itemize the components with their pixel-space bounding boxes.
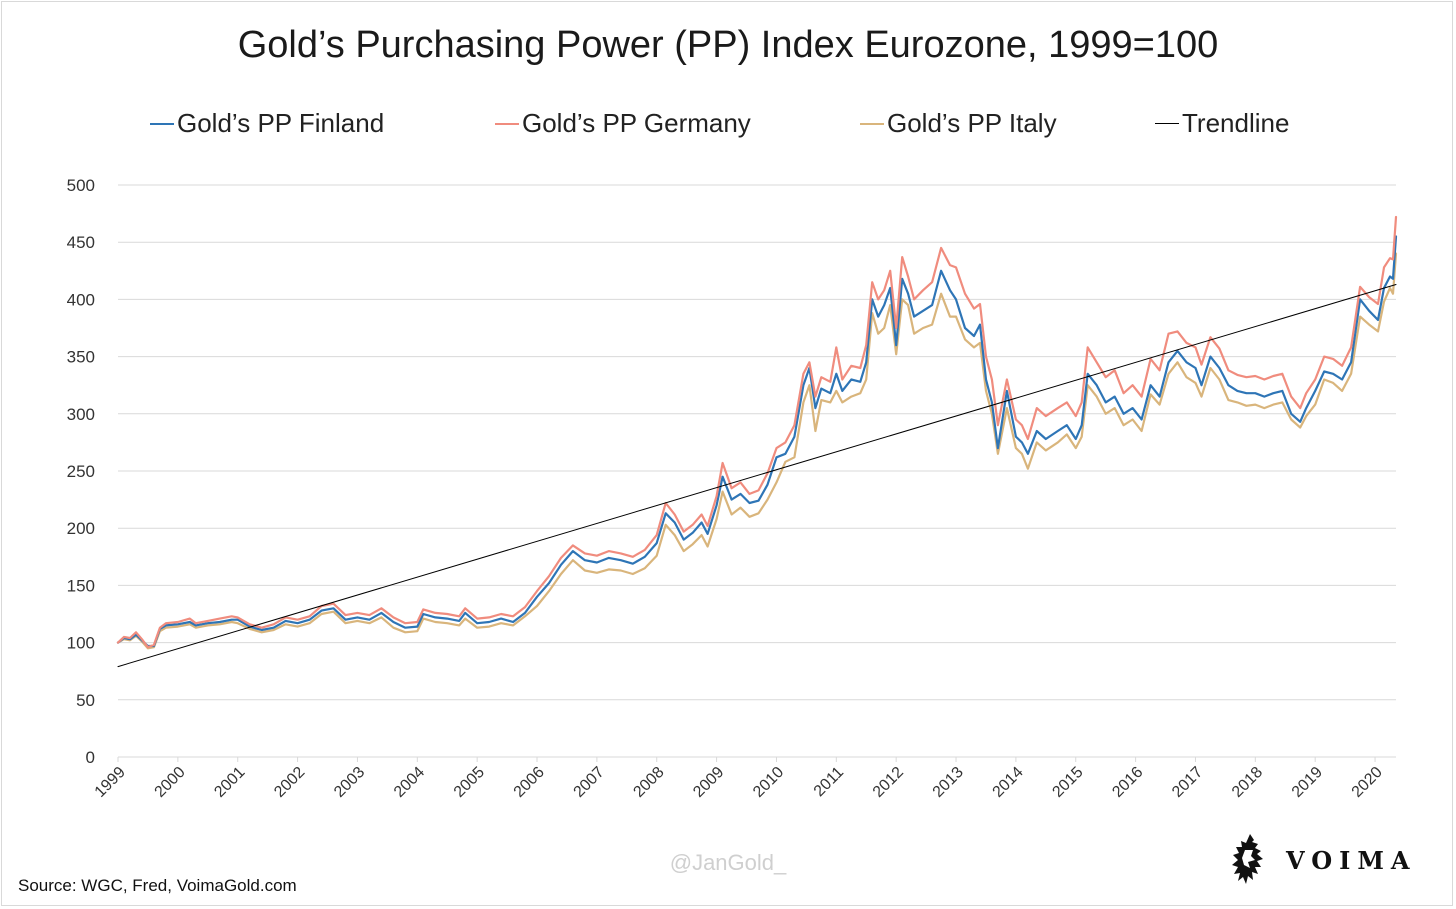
x-tick-label-2010: 2010: [750, 764, 787, 801]
chart-legend: Gold’s PP Finland Gold’s PP Germany Gold…: [0, 108, 1456, 142]
gridlines: [118, 184, 1396, 758]
x-axis-ticks: 1999 2000 2001 2002 2003 2004 2005 2006 2007 2008…: [92, 757, 1386, 801]
x-tick-label-2014: 2014: [990, 764, 1027, 801]
series-lines: [116, 215, 1398, 668]
x-tick-label-2009: 2009: [690, 764, 727, 801]
x-tick-label-2006: 2006: [511, 764, 548, 801]
x-tick-label-2015: 2015: [1049, 764, 1086, 801]
logo-text: VOIMA: [1286, 845, 1417, 875]
legend-swatch-italy: [860, 122, 884, 125]
y-tick-label-400: 400: [67, 290, 95, 309]
legend-swatch-germany: [495, 122, 519, 125]
x-tick-label-1999: 1999: [92, 764, 129, 801]
legend-item-trendline[interactable]: Trendline: [1155, 108, 1289, 139]
x-tick-label-2004: 2004: [391, 764, 428, 801]
x-tick-label-2013: 2013: [930, 764, 967, 801]
y-tick-label-0: 0: [86, 748, 95, 767]
lion-emblem-icon: [1232, 834, 1263, 884]
x-tick-label-2008: 2008: [630, 764, 667, 801]
legend-label-trendline: Trendline: [1182, 108, 1290, 138]
legend-label-finland: Gold’s PP Finland: [177, 108, 385, 138]
legend-swatch-finland: [150, 122, 174, 125]
x-tick-label-2019: 2019: [1289, 764, 1326, 801]
series-line-trend: [117, 284, 1397, 668]
y-tick-label-500: 500: [67, 176, 95, 195]
legend-swatch-trendline: [1155, 123, 1179, 124]
source-note: Source: WGC, Fred, VoimaGold.com: [18, 876, 297, 895]
watermark: @JanGold_: [669, 850, 787, 875]
legend-label-germany: Gold’s PP Germany: [522, 108, 751, 138]
y-tick-label-150: 150: [67, 576, 95, 595]
x-tick-label-2005: 2005: [451, 764, 488, 801]
y-tick-label-350: 350: [67, 348, 95, 367]
y-tick-label-300: 300: [67, 405, 95, 424]
x-tick-label-2002: 2002: [271, 764, 308, 801]
chart-title: Gold’s Purchasing Power (PP) Index Euroz…: [237, 24, 1219, 66]
voima-logo: VOIMA: [1228, 832, 1417, 888]
x-tick-label-2020: 2020: [1349, 764, 1386, 801]
legend-item-italy[interactable]: Gold’s PP Italy: [860, 108, 1057, 139]
y-axis-ticks: 0 50 100 150 200 250 300 350 400 450 500: [67, 176, 95, 767]
legend-item-finland[interactable]: Gold’s PP Finland: [150, 108, 384, 139]
y-tick-label-100: 100: [67, 634, 95, 653]
series-line-finland: [116, 235, 1398, 648]
x-tick-label-2017: 2017: [1169, 764, 1206, 801]
series-line-germany: [116, 215, 1398, 649]
x-tick-label-2007: 2007: [571, 764, 608, 801]
x-tick-label-2001: 2001: [211, 764, 248, 801]
y-tick-label-250: 250: [67, 462, 95, 481]
legend-item-germany[interactable]: Gold’s PP Germany: [495, 108, 751, 139]
x-tick-label-2012: 2012: [870, 764, 907, 801]
x-tick-label-2016: 2016: [1109, 764, 1146, 801]
series-line-italy: [116, 252, 1398, 650]
x-tick-label-2011: 2011: [811, 764, 847, 800]
x-tick-label-2000: 2000: [151, 764, 188, 801]
y-tick-label-50: 50: [76, 691, 95, 710]
x-tick-label-2018: 2018: [1229, 764, 1266, 801]
x-tick-label-2003: 2003: [331, 764, 368, 801]
y-tick-label-200: 200: [67, 519, 95, 538]
y-tick-label-450: 450: [67, 233, 95, 252]
legend-label-italy: Gold’s PP Italy: [887, 108, 1057, 138]
